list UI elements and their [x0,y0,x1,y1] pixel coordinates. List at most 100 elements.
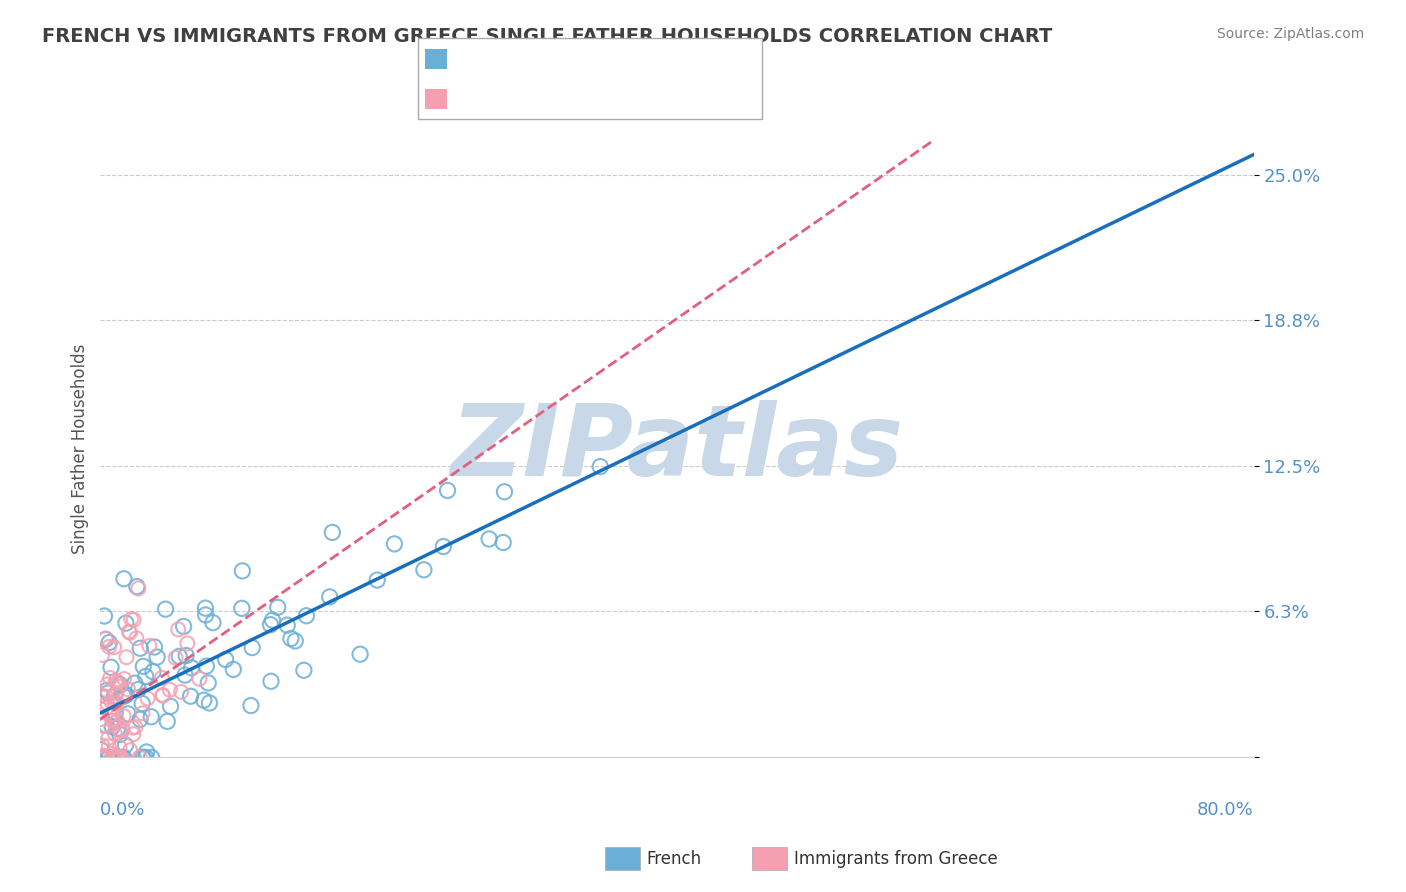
Immigrants from Greece [131,706,153,721]
French [292,663,315,677]
French [267,600,290,615]
French [107,722,129,736]
French [112,750,135,764]
Immigrants from Greece [108,723,131,738]
Immigrants from Greece [107,675,129,690]
Immigrants from Greece [103,750,125,764]
Immigrants from Greece [104,716,127,731]
Immigrants from Greece [101,714,124,728]
Immigrants from Greece [91,739,114,753]
French [193,693,215,707]
French [135,669,157,683]
French [143,640,166,654]
Immigrants from Greece [122,613,145,627]
Immigrants from Greece [152,689,174,703]
French [284,634,307,648]
French [103,689,125,703]
Immigrants from Greece [90,689,112,703]
French [276,618,298,632]
French [318,590,340,604]
French [100,660,122,674]
Immigrants from Greece [101,750,124,764]
Immigrants from Greece [125,631,148,645]
French [96,683,118,698]
Immigrants from Greece [188,672,211,686]
French [132,750,155,764]
Immigrants from Greece [96,690,118,704]
French [135,750,157,764]
Immigrants from Greece [118,624,141,639]
Immigrants from Greece [91,718,114,732]
Immigrants from Greece [122,727,145,741]
French [94,632,117,647]
French [129,641,152,656]
French [141,750,163,764]
French [124,676,146,690]
French [384,537,406,551]
Immigrants from Greece [117,682,139,697]
Immigrants from Greece [103,640,125,655]
Immigrants from Greece [107,750,129,764]
Immigrants from Greece [110,750,132,764]
French [194,601,217,615]
French [174,668,197,682]
Immigrants from Greece [96,677,118,691]
French [197,676,219,690]
French [198,696,221,710]
Immigrants from Greece [150,671,173,685]
French [436,483,458,498]
French [259,617,281,632]
Text: R =  0.525    N = 86: R = 0.525 N = 86 [450,44,631,62]
French [112,572,135,586]
French [231,564,253,578]
French [195,659,218,673]
French [201,615,224,630]
French [125,580,148,594]
Immigrants from Greece [104,673,127,688]
French [173,619,195,633]
French [115,616,138,631]
French [98,635,121,649]
French [240,640,263,655]
Text: FRENCH VS IMMIGRANTS FROM GREECE SINGLE FATHER HOUSEHOLDS CORRELATION CHART: FRENCH VS IMMIGRANTS FROM GREECE SINGLE … [42,27,1053,45]
Immigrants from Greece [105,676,128,690]
Immigrants from Greece [138,639,160,653]
Immigrants from Greece [104,697,127,711]
Immigrants from Greece [91,648,114,662]
Immigrants from Greece [112,709,135,723]
French [142,665,165,679]
French [104,706,127,720]
Immigrants from Greece [176,636,198,650]
French [494,484,516,499]
Immigrants from Greece [101,707,124,722]
French [94,718,117,732]
French [129,712,152,726]
French [135,745,157,759]
French [141,710,163,724]
French [97,750,120,764]
Immigrants from Greece [100,695,122,709]
French [146,650,169,665]
Immigrants from Greece [91,750,114,764]
French [91,750,114,764]
Immigrants from Greece [105,696,128,710]
French [222,662,245,676]
Immigrants from Greece [96,696,118,710]
Immigrants from Greece [98,708,121,723]
French [280,632,302,646]
French [589,459,612,474]
Immigrants from Greece [89,712,111,726]
Immigrants from Greece [107,750,129,764]
Immigrants from Greece [101,747,124,761]
French [112,690,135,704]
French [167,649,190,664]
Immigrants from Greece [128,750,150,764]
French [412,563,434,577]
French [180,661,202,675]
French [194,607,217,622]
French [156,714,179,729]
Y-axis label: Single Father Households: Single Father Households [72,343,89,554]
Immigrants from Greece [165,650,187,665]
Immigrants from Greece [104,726,127,740]
Text: 0.0%: 0.0% [100,801,146,819]
